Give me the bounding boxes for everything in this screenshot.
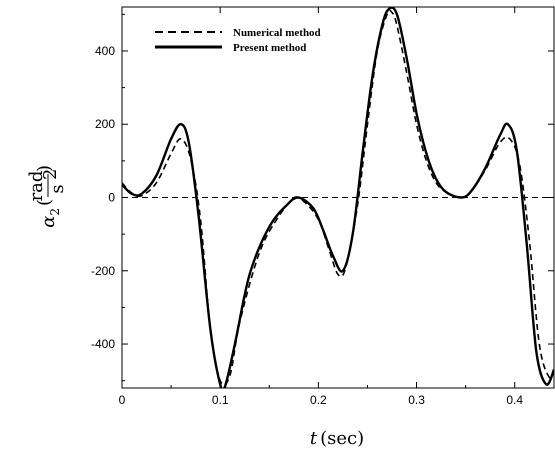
series-group bbox=[122, 7, 554, 388]
legend: Numerical method Present method bbox=[155, 27, 321, 54]
legend-label-numerical: Numerical method bbox=[233, 27, 321, 39]
x-tick-label: 0.4 bbox=[506, 393, 523, 407]
x-axis-variable: t bbox=[310, 428, 318, 449]
x-axis-unit: (sec) bbox=[320, 428, 364, 449]
y-axis-subscript: 2 bbox=[48, 208, 62, 216]
x-axis-title: t (sec) bbox=[310, 428, 364, 449]
y-tick-label: 400 bbox=[95, 44, 115, 58]
y-tick-label: 0 bbox=[108, 191, 115, 205]
y-axis-paren-open: ( bbox=[34, 199, 55, 206]
series-line-numerical bbox=[122, 9, 554, 386]
y-axis-unit-numerator: rad bbox=[26, 171, 47, 202]
y-axis-unit-denominator: s bbox=[47, 184, 68, 193]
y-axis-unit-exponent: 2 bbox=[40, 169, 61, 180]
x-tick-label: 0.2 bbox=[310, 393, 327, 407]
y-axis-paren-close: ) bbox=[34, 165, 55, 172]
x-tick-label: 0 bbox=[119, 393, 126, 407]
x-tick-label: 0.3 bbox=[408, 393, 425, 407]
y-axis-title: α2 ( rad s 2 ) bbox=[26, 165, 68, 228]
plot-area bbox=[121, 6, 555, 389]
y-tick-label: 200 bbox=[95, 117, 115, 131]
y-tick-label: -400 bbox=[91, 337, 115, 351]
x-axis: 0 0.1 0.2 0.3 0.4 bbox=[119, 7, 523, 407]
y-axis: -400 -200 0 200 400 bbox=[91, 13, 554, 382]
x-tick-label: 0.1 bbox=[212, 393, 229, 407]
legend-label-present: Present method bbox=[233, 42, 306, 54]
y-axis-variable: α bbox=[38, 216, 59, 228]
y-axis-variable-group: α2 bbox=[38, 208, 62, 228]
y-tick-label: -200 bbox=[91, 264, 115, 278]
series-line-present bbox=[122, 7, 554, 388]
